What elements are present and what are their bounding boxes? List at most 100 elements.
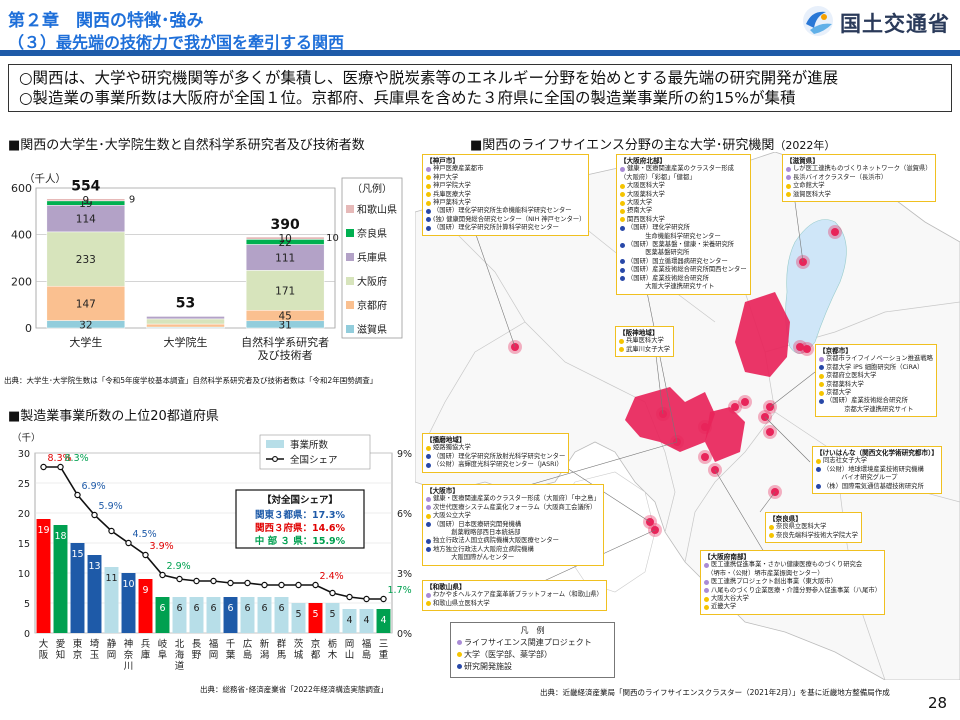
- callout-item: 滋賀医科大学: [786, 191, 932, 199]
- legend-line-marker: [272, 456, 278, 462]
- x-tick-label: 島: [362, 649, 372, 661]
- category-dot-icon: [426, 538, 431, 544]
- bar: [376, 609, 391, 633]
- share-point: [210, 577, 217, 585]
- callout-title: 【滋賀県】: [786, 157, 819, 165]
- total-label: 390: [271, 217, 300, 233]
- callout-item-text: 京都府立医科大学: [826, 372, 877, 380]
- share-point: [312, 581, 319, 589]
- y-right-tick-label: 0%: [397, 629, 412, 640]
- category-dot-icon: [426, 445, 431, 451]
- callout-item: 神戸学院大学: [426, 182, 585, 190]
- bar-value-label: 5: [329, 609, 335, 620]
- callout-item: 和歌山県立医科大学: [426, 600, 603, 608]
- callout-item: 健康・医療関連産業のクラスター形成（大阪府）「中之島」: [426, 495, 600, 503]
- legend-label: 滋賀県: [357, 323, 387, 336]
- category-dot-icon: [704, 604, 709, 610]
- callout-item: （国研）理化学研究所生命機能科学研究センター: [426, 207, 585, 215]
- top-segment-label: 10: [326, 233, 339, 244]
- callout-item-text: 京都大学: [826, 389, 852, 397]
- callout-item: 神戸大学: [426, 174, 585, 182]
- segment-label: 10: [278, 233, 291, 245]
- callout-item: 同志社女子大学: [816, 457, 938, 465]
- share-box: [235, 489, 365, 549]
- callout-hanshin: 【阪神地域】 兵庫医科大学 武庫川女子大学: [615, 326, 675, 358]
- callout-item: （公財）高輝度光科学研究センター（JASRI）: [426, 461, 565, 469]
- x-tick-label: 千: [226, 639, 236, 650]
- callout-item: （国研）理化学研究所: [620, 224, 747, 232]
- callout-title: 【播磨地域】: [426, 436, 466, 444]
- legend-swatch: [346, 253, 354, 261]
- bar: [240, 597, 255, 633]
- x-tick-label: 栃: [328, 638, 338, 650]
- callout-item: 神戸薬科大学: [426, 199, 585, 207]
- callout-item: 大阪薬科大学: [620, 191, 747, 199]
- legend-item: ライフサイエンス関連プロジェクト: [457, 637, 608, 649]
- summary-line-2: ○製造業の事業所数は大阪府が全国１位。京都府、兵庫県を含めた３府県に全国の製造業…: [19, 89, 796, 107]
- callout-item-text: 同志社女子大学: [823, 457, 868, 465]
- share-label: 2.4%: [320, 571, 344, 582]
- bar-value-label: 10: [122, 579, 134, 590]
- callout-item-text: 大阪医科大学: [627, 182, 665, 190]
- category-dot-icon: [786, 166, 791, 172]
- callout-item: 健康・医療関連産業のクラスター形成: [620, 165, 747, 173]
- share-point: [227, 579, 234, 587]
- category-dot-icon: [426, 505, 431, 511]
- callout-item-text: （公財）地球環境産業技術研究機構: [823, 465, 924, 473]
- category-dot-icon: [619, 347, 624, 353]
- callout-item: （国研）産業技術総合研究所: [620, 275, 747, 283]
- callout-item-text: （国研）国立循環器病研究センター: [627, 257, 728, 265]
- callout-item: （国研）理化学研究所計算科学研究センター: [426, 224, 585, 232]
- summary-box: ○関西は、大学や研究機関等が多くが集積し、医療や脱炭素等のエネルギー分野を始めと…: [8, 64, 952, 112]
- callout-title: 【けいはんな（関西文化学術研究都市）】: [816, 449, 938, 457]
- bar-value-label: 6: [227, 603, 233, 614]
- x-tick-label: 阜: [158, 649, 168, 661]
- category-dot-icon: [426, 175, 431, 181]
- callout-nara: 【奈良県】 奈良県立医科大学 奈良先端科学技術大学院大学: [765, 512, 862, 544]
- bar-value-label: 6: [193, 603, 199, 614]
- bar-value-label: 15: [71, 549, 83, 560]
- y-tick-label: 400: [11, 229, 32, 242]
- x-tick-label: 道: [175, 660, 185, 672]
- x-tick-label: 神: [124, 638, 134, 650]
- callout-item-text: 大阪大学: [627, 199, 653, 207]
- bar-value-label: 4: [380, 615, 386, 626]
- callout-item-text: （国研）理化学研究所放射光科学研究センター: [433, 452, 566, 460]
- callout-item-text: 大阪大谷大学: [711, 595, 749, 603]
- category-dot-icon: [620, 259, 625, 265]
- category-label: 大学生: [69, 335, 102, 349]
- callout-item-text: 大阪公立大学: [433, 512, 471, 520]
- callout-item: （国研）国立循環器病研究センター: [620, 258, 747, 266]
- callout-item: 独立行政法人国立病院機構大阪医療センター: [426, 537, 600, 545]
- legend-dot-icon: [457, 652, 462, 657]
- category-dot-icon: [819, 365, 824, 371]
- callout-item-text: 地方独立行政法人大阪府立病院機構: [433, 545, 534, 553]
- callout-item-text: 神戸医療産業都市: [433, 165, 484, 173]
- bar: [274, 597, 289, 633]
- x-tick-label: 馬: [277, 650, 287, 661]
- bar-value-label: 5: [312, 609, 318, 620]
- x-tick-label: 長: [192, 639, 202, 650]
- share-point: [261, 581, 268, 589]
- callout-item: 武庫川女子大学: [619, 346, 670, 354]
- legend-swatch: [346, 277, 354, 285]
- callout-item: 次世代医療システム産業化フォーラム（大阪商工会議所）: [426, 504, 600, 512]
- share-point: [363, 595, 370, 603]
- callout-item: 創薬戦略部西日本統括部: [426, 529, 600, 537]
- category-label: 自然科学系研究者: [241, 335, 329, 349]
- callout-item-text: (独) 健康開発総合研究センター（NIH 神戸センター）: [433, 215, 586, 223]
- legend-item-text: ライフサイエンス関連プロジェクト: [464, 638, 592, 647]
- legend-label: 奈良県: [357, 227, 387, 240]
- callout-shiga: 【滋賀県】 しが医工連携ものづくりネットワーク（滋賀県） 長浜バイオクラスター（長浜…: [782, 154, 936, 203]
- category-dot-icon: [620, 217, 625, 223]
- share-label: 8.3%: [65, 453, 89, 464]
- callout-item-text: （堺市・（公財）堺市産業振興センター）: [704, 569, 824, 577]
- bar: [189, 597, 204, 633]
- category-dot-icon: [819, 373, 824, 379]
- y-tick-label: 200: [11, 275, 32, 288]
- manufacturing-section-title: ■製造業事業所数の上位20都道府県: [8, 409, 219, 424]
- bar: [138, 579, 153, 633]
- x-tick-label: 山: [345, 650, 355, 661]
- bar-value-label: 9: [142, 585, 148, 596]
- bar: [36, 519, 51, 633]
